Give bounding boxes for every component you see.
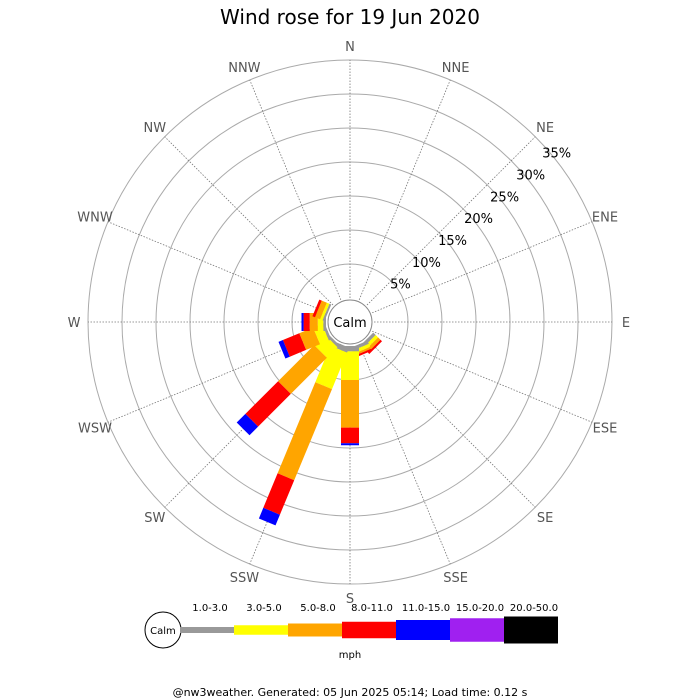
grid-spoke bbox=[366, 338, 536, 508]
legend-bin-label: 3.0-5.0 bbox=[246, 603, 281, 614]
chart-title: Wind rose for 19 Jun 2020 bbox=[220, 5, 480, 29]
speed-legend: Calm 1.0-3.0 3.0-5.0 5.0-8.0 8.0-11.0 11.0-15… bbox=[144, 603, 558, 661]
direction-label: NE bbox=[536, 121, 554, 136]
direction-label: W bbox=[68, 316, 81, 331]
legend-swatch bbox=[234, 625, 288, 635]
grid-ring bbox=[155, 127, 545, 517]
direction-label: SE bbox=[537, 511, 553, 526]
legend-calm-label: Calm bbox=[150, 626, 176, 637]
legend-swatch bbox=[342, 621, 396, 639]
wind-bar-segment bbox=[245, 381, 291, 427]
wind-bar-segment bbox=[341, 351, 359, 380]
direction-label: WNW bbox=[77, 210, 113, 225]
grid-spoke bbox=[358, 344, 451, 565]
grid-spoke bbox=[358, 79, 451, 300]
legend-bin-label: 20.0-50.0 bbox=[510, 603, 558, 614]
radial-tick-label: 35% bbox=[542, 147, 571, 162]
calm-label: Calm bbox=[333, 316, 366, 331]
grid-spoke bbox=[164, 136, 334, 306]
radial-tick-label: 10% bbox=[412, 256, 441, 271]
grid-spoke bbox=[107, 221, 328, 314]
grid-spoke bbox=[366, 136, 536, 306]
wind-bar-segment bbox=[278, 345, 327, 394]
polar-grid bbox=[87, 59, 613, 585]
legend-swatch bbox=[504, 616, 558, 644]
legend-bin-label: 8.0-11.0 bbox=[351, 603, 393, 614]
wind-bar-segment bbox=[282, 333, 307, 357]
wind-bar-segment bbox=[315, 345, 347, 390]
direction-label: SSW bbox=[230, 571, 260, 586]
direction-label: WSW bbox=[78, 422, 112, 437]
wind-bar-segment bbox=[263, 473, 295, 515]
wind-bar-segment bbox=[322, 303, 332, 322]
axis-labels: N NNE NE ENE E ESE SE SSE S SSW SW WSW W WNW NW NNW 5%10… bbox=[68, 40, 631, 607]
grid-spoke bbox=[249, 79, 342, 300]
wind-bar-segment bbox=[315, 300, 327, 320]
legend-unit: mph bbox=[339, 650, 361, 661]
wind-bar-segment bbox=[341, 380, 359, 428]
direction-label: N bbox=[345, 40, 355, 55]
legend-bin-label: 15.0-20.0 bbox=[456, 603, 504, 614]
calm-center: Calm bbox=[327, 299, 373, 345]
legend-swatch bbox=[288, 623, 342, 637]
wind-bar-segment bbox=[278, 340, 290, 359]
direction-label: NNE bbox=[442, 61, 470, 76]
legend-swatch bbox=[450, 618, 504, 642]
direction-label: E bbox=[622, 316, 630, 331]
direction-label: ENE bbox=[592, 210, 618, 225]
legend-bin-label: 1.0-3.0 bbox=[192, 603, 227, 614]
wind-bar-segment bbox=[258, 507, 280, 526]
radial-tick-label: 15% bbox=[438, 234, 467, 249]
wind-bar-segment bbox=[320, 302, 330, 321]
legend-bin-label: 5.0-8.0 bbox=[300, 603, 335, 614]
legend-bin-label: 11.0-15.0 bbox=[402, 603, 450, 614]
direction-label: NNW bbox=[228, 61, 260, 76]
radial-tick-label: 20% bbox=[464, 212, 493, 227]
radial-tick-label: 25% bbox=[490, 190, 519, 205]
grid-spoke bbox=[372, 221, 593, 314]
direction-label: SW bbox=[144, 511, 165, 526]
direction-label: S bbox=[346, 592, 354, 607]
legend-swatch bbox=[396, 620, 450, 640]
wind-bar-segment bbox=[301, 313, 304, 331]
legend-swatch bbox=[180, 627, 234, 633]
wind-bar-segment bbox=[341, 443, 359, 446]
wind-bar-segment bbox=[341, 427, 359, 444]
footer-text: @nw3weather. Generated: 05 Jun 2025 05:1… bbox=[173, 686, 528, 699]
wind-bar-segment bbox=[277, 382, 332, 481]
grid-spoke bbox=[372, 330, 593, 423]
direction-label: SSE bbox=[443, 571, 468, 586]
wind-bar-segment bbox=[312, 299, 322, 318]
direction-label: ESE bbox=[593, 422, 618, 437]
radial-tick-label: 30% bbox=[516, 168, 545, 183]
calm-circle bbox=[327, 299, 373, 345]
radial-tick-label: 5% bbox=[390, 278, 411, 293]
wind-bar-segment bbox=[299, 327, 320, 350]
wind-bar-segment bbox=[236, 413, 259, 436]
wind-bar-segment bbox=[303, 313, 310, 331]
wind-bars bbox=[236, 299, 382, 526]
direction-label: NW bbox=[144, 121, 167, 136]
